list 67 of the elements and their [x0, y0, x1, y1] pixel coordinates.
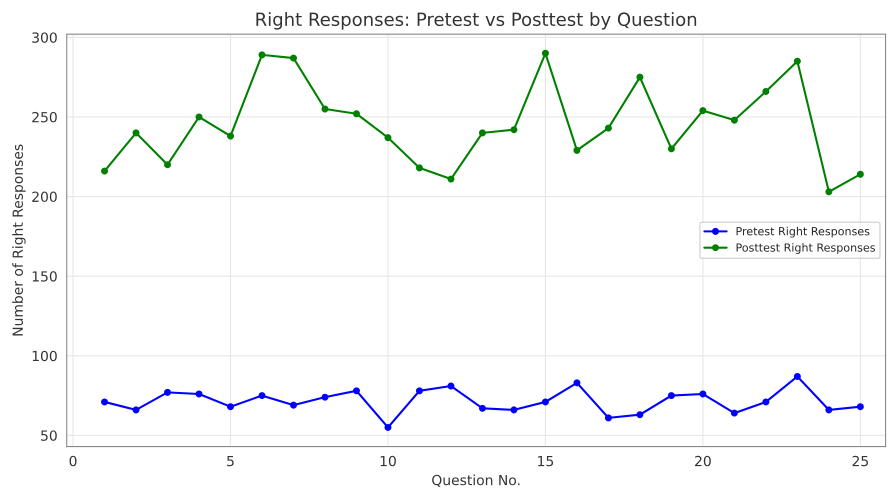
x-tick-label: 15: [538, 456, 554, 466]
point: [825, 406, 832, 414]
point: [794, 372, 801, 380]
y-tick-label: 150: [32, 271, 57, 282]
point: [762, 88, 770, 95]
point: [510, 126, 518, 134]
point: [510, 406, 518, 414]
y-tick-label: 100: [32, 350, 57, 362]
point: [164, 161, 171, 168]
point: [164, 388, 171, 396]
point: [699, 107, 706, 114]
point: [604, 124, 612, 132]
point: [101, 168, 108, 175]
point: [196, 390, 202, 398]
point: [132, 406, 140, 414]
point: [101, 398, 108, 406]
point: [478, 404, 486, 412]
point: [542, 398, 549, 406]
point: [322, 106, 328, 112]
y-tick-label: 50: [41, 430, 57, 441]
x-tick-label: 10: [380, 456, 396, 466]
point: [730, 116, 738, 124]
y-tick-label: 200: [32, 192, 57, 202]
x-tick-label: 0: [70, 456, 77, 466]
x-tick-label: 5: [227, 456, 234, 466]
point: [227, 403, 234, 410]
point: [636, 411, 644, 418]
point: [447, 176, 454, 183]
x-axis-title: Question No.: [432, 474, 520, 487]
point: [730, 410, 738, 417]
point: [132, 129, 140, 136]
point: [196, 113, 202, 120]
legend-label: Pretest Right Responses: [736, 226, 870, 238]
point: [384, 134, 392, 142]
point: [604, 414, 612, 422]
point: [668, 392, 675, 400]
point: [699, 390, 706, 398]
point: [290, 54, 297, 62]
point: [353, 387, 360, 394]
point: [636, 74, 644, 81]
point: [856, 170, 864, 178]
chart-title: Right Responses: Pretest vs Posttest by Question: [256, 12, 696, 30]
legend-label: Posttest Right Responses: [736, 243, 876, 254]
point: [258, 392, 266, 400]
point: [573, 379, 580, 386]
point: [762, 398, 770, 406]
point: [353, 110, 360, 118]
point: [447, 382, 454, 390]
point: [416, 164, 423, 172]
point: [384, 424, 392, 431]
point: [227, 132, 234, 140]
point: [258, 51, 266, 58]
x-tick-label: 25: [852, 456, 868, 466]
y-tick-label: 300: [32, 32, 57, 43]
x-tick-label: 20: [695, 456, 711, 466]
point: [825, 188, 832, 196]
point: [542, 50, 549, 57]
y-tick-label: 250: [32, 112, 57, 122]
point: [668, 145, 675, 152]
point: [322, 394, 328, 401]
point: [416, 387, 423, 394]
y-axis-title: Number of Right Responses: [12, 144, 26, 336]
point: [856, 403, 864, 410]
point: [478, 129, 486, 136]
point: [290, 402, 297, 409]
point: [794, 58, 801, 65]
point: [573, 146, 580, 154]
